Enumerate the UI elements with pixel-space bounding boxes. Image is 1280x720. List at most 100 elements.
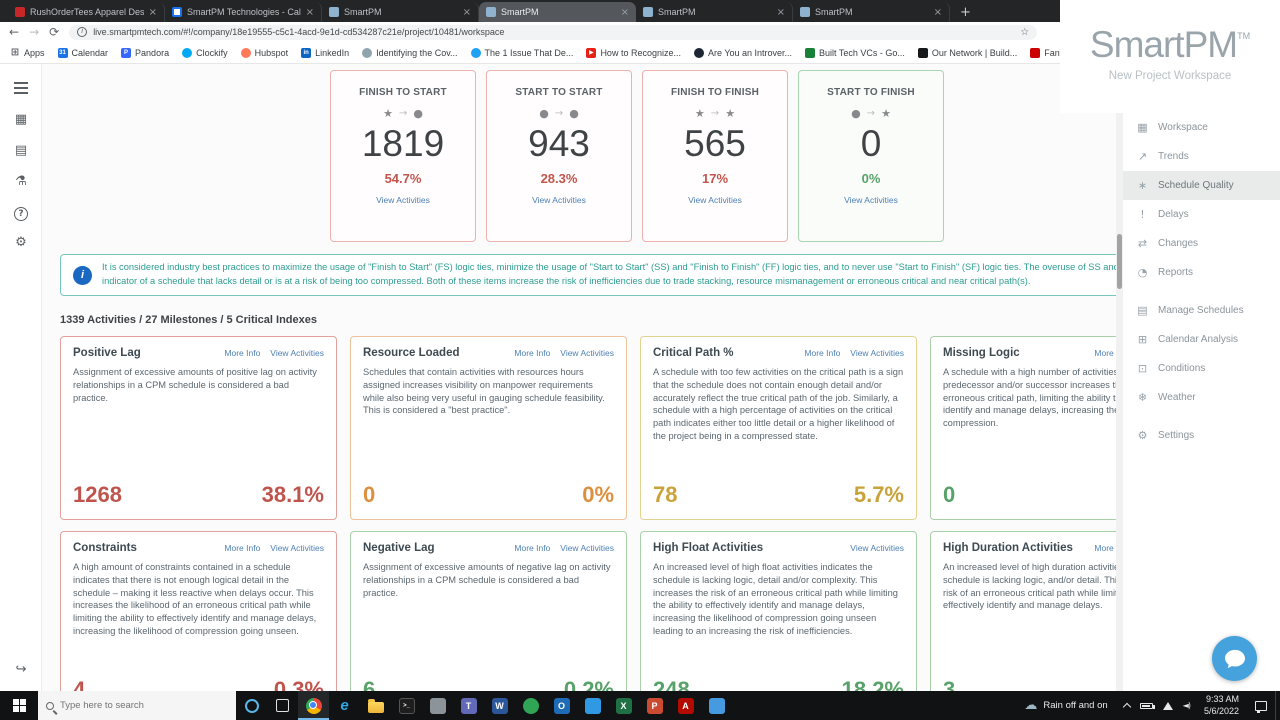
- card-description: A schedule with too few activities on th…: [653, 367, 904, 442]
- reload-icon[interactable]: ⟳: [49, 25, 60, 39]
- new-tab-button[interactable]: +: [960, 4, 971, 20]
- more-info-link[interactable]: More Info: [514, 348, 551, 358]
- task-view-button[interactable]: [267, 691, 298, 720]
- bookmark[interactable]: Are You an Introver...: [693, 47, 792, 58]
- view-activities-link[interactable]: View Activities: [688, 194, 742, 205]
- bookmark[interactable]: Hubspot: [240, 47, 288, 58]
- taskbar-terminal[interactable]: >_: [391, 691, 422, 720]
- more-info-link[interactable]: More Info: [1094, 543, 1131, 553]
- view-activities-link[interactable]: View Activities: [560, 348, 614, 358]
- view-activities-link[interactable]: View Activities: [844, 194, 898, 205]
- bookmark[interactable]: in LinkedIn: [301, 47, 349, 58]
- star-icon: ★: [881, 107, 891, 120]
- card-description: Assignment of excessive amounts of posit…: [73, 367, 317, 403]
- more-info-link[interactable]: More Info: [224, 348, 261, 358]
- browser-tab[interactable]: SmartPM ×: [636, 2, 793, 22]
- bookmark[interactable]: 31 Calendar: [57, 47, 109, 58]
- bookmark[interactable]: The 1 Issue That De...: [470, 47, 573, 58]
- help-icon[interactable]: ?: [0, 204, 42, 221]
- document-icon[interactable]: ▤: [14, 143, 28, 158]
- bookmark-star-icon[interactable]: ☆: [1020, 26, 1030, 38]
- more-info-link[interactable]: More Info: [514, 543, 551, 553]
- taskbar-app[interactable]: [422, 691, 453, 720]
- bookmark[interactable]: Our Network | Build...: [917, 47, 1017, 58]
- settings-gears-icon[interactable]: ⚙: [15, 235, 27, 250]
- tab-close-icon[interactable]: ×: [305, 6, 314, 18]
- nav-item-manage-schedules[interactable]: ▤ Manage Schedules: [1137, 304, 1244, 317]
- view-activities-link[interactable]: View Activities: [270, 348, 324, 358]
- browser-tab[interactable]: RushOrderTees Apparel Design ×: [8, 2, 165, 22]
- weather-widget[interactable]: ☁ Rain off and on: [1014, 699, 1117, 712]
- taskbar-file-explorer[interactable]: [360, 691, 391, 720]
- battery-icon[interactable]: [1139, 702, 1155, 709]
- view-activities-link[interactable]: View Activities: [270, 543, 324, 553]
- green-app-icon: [522, 697, 539, 714]
- nav-item-changes[interactable]: ⇄ Changes: [1137, 237, 1199, 250]
- metric-percent: 0%: [861, 170, 881, 186]
- nav-item-conditions[interactable]: ⊡ Conditions: [1137, 362, 1206, 375]
- taskbar-app-green[interactable]: [515, 691, 546, 720]
- taskbar-acrobat[interactable]: A: [670, 691, 701, 720]
- taskbar-teams-2[interactable]: [701, 691, 732, 720]
- nav-item-settings[interactable]: ⚙ Settings: [1137, 429, 1195, 442]
- nav-item-calendar-analysis[interactable]: ⊞ Calendar Analysis: [1137, 333, 1239, 346]
- bookmark[interactable]: Built Tech VCs - Go...: [805, 47, 905, 58]
- action-center-icon[interactable]: [1255, 700, 1267, 713]
- browser-tab[interactable]: SmartPM ×: [793, 2, 950, 22]
- logout-icon[interactable]: ↪: [15, 662, 27, 677]
- tab-close-icon[interactable]: ×: [620, 6, 629, 18]
- back-icon[interactable]: ←: [9, 25, 20, 39]
- scrollbar-thumb[interactable]: [1117, 234, 1122, 289]
- tab-close-icon[interactable]: ×: [462, 6, 471, 18]
- browser-tab[interactable]: SmartPM ×: [322, 2, 479, 22]
- browser-tab-active[interactable]: SmartPM ×: [479, 2, 636, 22]
- taskbar-teams[interactable]: T: [453, 691, 484, 720]
- bookmark[interactable]: ▶ How to Recognize...: [586, 47, 681, 58]
- volume-icon[interactable]: ◄): [1182, 701, 1191, 710]
- taskbar-edge[interactable]: e: [329, 691, 360, 720]
- address-bar[interactable]: i live.smartpmtech.com/#!/company/18e195…: [69, 24, 1038, 40]
- nav-item-trends[interactable]: ↗ Trends: [1137, 150, 1189, 163]
- bookmark[interactable]: Identifying the Cov...: [362, 47, 458, 58]
- show-desktop-button[interactable]: [1275, 691, 1280, 720]
- taskbar-search[interactable]: [38, 691, 236, 720]
- more-info-link[interactable]: More Info: [224, 543, 261, 553]
- taskbar-excel[interactable]: X: [608, 691, 639, 720]
- view-activities-link[interactable]: View Activities: [850, 543, 904, 553]
- cortana-button[interactable]: [236, 691, 267, 720]
- view-activities-link[interactable]: View Activities: [850, 348, 904, 358]
- taskbar-chrome[interactable]: [298, 691, 329, 720]
- search-input[interactable]: [60, 700, 220, 711]
- nav-item-workspace[interactable]: ▦ Workspace: [1137, 121, 1208, 134]
- nav-item-reports[interactable]: ◔ Reports: [1137, 266, 1194, 279]
- apps-grid-icon[interactable]: ▦: [14, 112, 28, 127]
- view-activities-link[interactable]: View Activities: [376, 194, 430, 205]
- lab-flask-icon[interactable]: ⚗: [15, 174, 27, 189]
- more-info-link[interactable]: More Info: [1094, 348, 1131, 358]
- nav-item-delays[interactable]: ! Delays: [1123, 200, 1280, 229]
- browser-tab[interactable]: SmartPM Technologies - Calend... ×: [165, 2, 322, 22]
- nav-item-schedule-quality[interactable]: ∗ Schedule Quality: [1123, 171, 1280, 200]
- hamburger-menu-icon[interactable]: [14, 82, 28, 97]
- bookmark-apps[interactable]: ⊞ Apps: [10, 47, 45, 58]
- show-hidden-icons-chevron[interactable]: [1122, 702, 1131, 712]
- tab-close-icon[interactable]: ×: [776, 6, 785, 18]
- taskbar-outlook[interactable]: O: [546, 691, 577, 720]
- more-info-link[interactable]: More Info: [804, 348, 841, 358]
- page-scrollbar[interactable]: [1116, 64, 1123, 691]
- view-activities-link[interactable]: View Activities: [560, 543, 614, 553]
- forward-icon[interactable]: →: [29, 25, 40, 39]
- nav-item-weather[interactable]: ❄ Weather: [1137, 391, 1196, 404]
- taskbar-clock[interactable]: 9:33 AM 5/6/2022: [1196, 694, 1247, 717]
- network-icon[interactable]: [1162, 701, 1173, 710]
- bookmark[interactable]: P Pandora: [121, 47, 169, 58]
- chat-widget-button[interactable]: [1212, 636, 1257, 681]
- site-info-icon[interactable]: i: [77, 27, 88, 37]
- tab-close-icon[interactable]: ×: [148, 6, 157, 18]
- taskbar-mail[interactable]: [577, 691, 608, 720]
- start-button[interactable]: [0, 691, 38, 720]
- tab-close-icon[interactable]: ×: [933, 6, 942, 18]
- view-activities-link[interactable]: View Activities: [532, 194, 586, 205]
- taskbar-powerpoint[interactable]: P: [639, 691, 670, 720]
- bookmark[interactable]: Clockify: [182, 47, 228, 58]
